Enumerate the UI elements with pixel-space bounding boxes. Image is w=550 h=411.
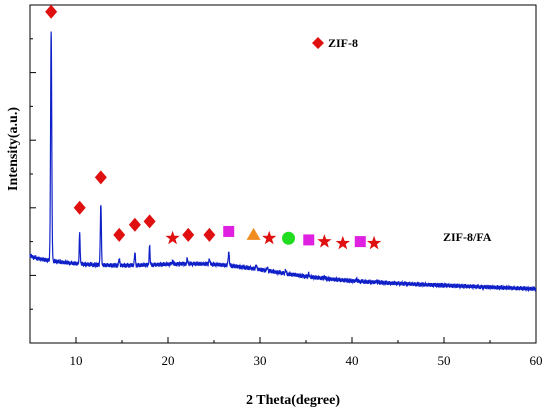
square-marker (354, 236, 366, 248)
x-tick-label: 50 (438, 353, 451, 368)
diamond-marker (203, 227, 216, 242)
star-marker (366, 235, 382, 250)
star-marker (262, 230, 277, 245)
diamond-marker (128, 217, 141, 232)
y-axis-ticks (30, 4, 36, 344)
y-axis-title: Intensity(a.u.) (6, 107, 21, 191)
series-label-zif8-fa: ZIF-8/FA (443, 230, 492, 244)
square-marker (303, 234, 315, 246)
diamond-marker (45, 4, 58, 19)
star-marker (165, 230, 180, 245)
circle-marker (282, 231, 296, 245)
x-axis-ticks: 10 20 30 40 50 60 (29, 337, 543, 368)
x-tick-label: 40 (346, 353, 359, 368)
square-marker (223, 225, 235, 237)
diamond-marker (113, 227, 126, 242)
legend-diamond-marker (312, 37, 324, 49)
x-tick-label: 20 (162, 353, 175, 368)
peak-markers (45, 4, 382, 250)
diamond-marker (73, 200, 86, 215)
x-tick-label: 10 (70, 353, 83, 368)
x-tick-label: 60 (530, 353, 543, 368)
diamond-marker (182, 227, 195, 242)
x-axis-title: 2 Theta(degree) (246, 393, 340, 408)
diamond-marker (94, 170, 107, 185)
diamond-marker (143, 214, 156, 229)
x-tick-label: 30 (254, 353, 267, 368)
legend: ZIF-8 (312, 36, 358, 50)
star-marker (317, 234, 332, 248)
star-marker (335, 235, 350, 250)
legend-label: ZIF-8 (328, 36, 358, 50)
plot-frame (29, 4, 537, 344)
triangle-marker (246, 227, 261, 240)
series-line-zif8-fa (29, 31, 537, 293)
